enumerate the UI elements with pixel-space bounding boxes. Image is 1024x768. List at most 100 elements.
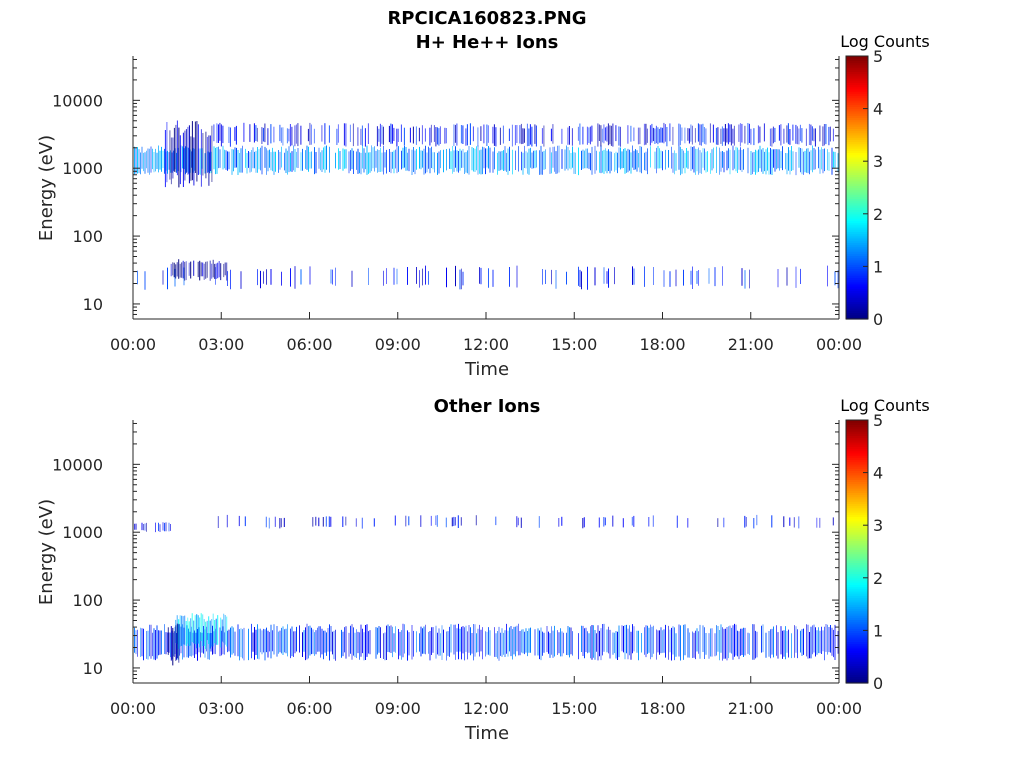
spectrogram-band xyxy=(167,623,180,666)
colorbar-segment xyxy=(846,608,868,612)
colorbar-segment xyxy=(846,163,868,167)
panel-title: Other Ions xyxy=(434,396,541,417)
colorbar-segment xyxy=(846,145,868,149)
colorbar-segment xyxy=(846,437,868,441)
colorbar-segment xyxy=(846,222,868,226)
colorbar-segment xyxy=(846,95,868,99)
colorbar-segment xyxy=(846,130,868,134)
colorbar-segment xyxy=(846,588,868,592)
colorbar-segment xyxy=(846,586,868,590)
colorbar-segment xyxy=(846,64,868,68)
colorbar-segment xyxy=(846,505,868,509)
colorbar-segment xyxy=(846,632,868,636)
colorbar-segment xyxy=(846,148,868,151)
spectrogram-band xyxy=(170,259,228,281)
colorbar-segment xyxy=(846,536,868,539)
colorbar-segment xyxy=(846,196,868,200)
colorbar-segment xyxy=(846,115,868,118)
colorbar-segment xyxy=(846,564,868,568)
colorbar-segment xyxy=(846,283,868,287)
colorbar-segment xyxy=(846,676,868,680)
colorbar-segment xyxy=(846,169,868,173)
x-tick-label: 00:00 xyxy=(816,699,862,718)
colorbar-frame xyxy=(845,419,869,684)
colorbar-segment xyxy=(846,483,868,487)
colorbar-tick-label: 4 xyxy=(873,100,883,119)
colorbar-segment xyxy=(846,299,868,303)
spectrogram-band xyxy=(132,265,839,290)
colorbar-segment xyxy=(846,426,868,430)
spectrogram-area xyxy=(132,120,839,290)
colorbar-segment xyxy=(846,645,868,649)
colorbar-segment xyxy=(846,470,868,474)
colorbar-segment xyxy=(846,509,868,513)
colorbar-segment xyxy=(846,316,868,320)
colorbar-segment xyxy=(846,450,868,454)
colorbar-segment xyxy=(846,507,868,511)
colorbar-segment xyxy=(846,226,868,230)
colorbar-segment xyxy=(846,485,868,489)
colorbar-segment xyxy=(846,288,868,292)
colorbar-segment xyxy=(846,134,868,138)
colorbar-segment xyxy=(846,297,868,300)
y-tick-label: 100 xyxy=(72,227,103,246)
colorbar-segment xyxy=(846,430,868,434)
colorbar-segment xyxy=(846,154,868,158)
colorbar-segment xyxy=(846,650,868,653)
colorbar-tick-label: 4 xyxy=(873,464,883,483)
colorbar-segment xyxy=(846,569,868,572)
colorbar-segment xyxy=(846,141,868,145)
colorbar-segment xyxy=(846,97,868,101)
colorbar-segment xyxy=(846,428,868,432)
colorbar-segment xyxy=(846,636,868,640)
colorbar-segment xyxy=(846,512,868,515)
colorbar-segment xyxy=(846,599,868,603)
colorbar-segment xyxy=(846,308,868,311)
x-axis-label: Time xyxy=(464,359,509,380)
colorbar-segment xyxy=(846,492,868,496)
colorbar-segment xyxy=(846,102,868,105)
colorbar-segment xyxy=(846,549,868,553)
colorbar-segment xyxy=(846,527,868,531)
colorbar-segment xyxy=(846,479,868,482)
colorbar-segment xyxy=(846,73,868,77)
colorbar-segment xyxy=(846,191,868,195)
colorbar-segment xyxy=(846,314,868,318)
colorbar-segment xyxy=(846,108,868,112)
colorbar-segment xyxy=(846,571,868,575)
colorbar-segment xyxy=(846,531,868,535)
y-tick-label: 100 xyxy=(72,591,103,610)
colorbar-segment xyxy=(846,84,868,88)
colorbar-segment xyxy=(846,654,868,658)
x-tick-label: 12:00 xyxy=(463,699,509,718)
colorbar-segment xyxy=(846,93,868,97)
colorbar-segment xyxy=(846,159,868,162)
colorbar-segment xyxy=(846,579,868,583)
colorbar-segment xyxy=(846,202,868,206)
colorbar-segment xyxy=(846,595,868,599)
colorbar-segment xyxy=(846,457,868,461)
colorbar-segment xyxy=(846,558,868,561)
colorbar-segment xyxy=(846,301,868,305)
colorbar-segment xyxy=(846,459,868,463)
colorbar-segment xyxy=(846,213,868,217)
colorbar-segment xyxy=(846,665,868,669)
spectrogram-band xyxy=(132,522,171,533)
colorbar-segment xyxy=(846,466,868,469)
colorbar-segment xyxy=(846,674,868,678)
colorbar-segment xyxy=(846,110,868,114)
colorbar-segment xyxy=(846,305,868,309)
colorbar-segment xyxy=(846,99,868,103)
colorbar-segment xyxy=(846,487,868,491)
colorbar-segment xyxy=(846,251,868,254)
axes: 10 100 1000 10000 00:00 03:00 06:00 09:00 12:00 1… xyxy=(52,56,862,354)
x-tick-label: 21:00 xyxy=(728,335,774,354)
x-tick-label: 18:00 xyxy=(639,699,685,718)
colorbar-segment xyxy=(846,628,868,631)
colorbar-segment xyxy=(846,604,868,607)
colorbar-segment xyxy=(846,132,868,136)
colorbar-segment xyxy=(846,455,868,458)
colorbar-segment xyxy=(846,161,868,164)
axes: 10 100 1000 10000 00:00 03:00 06:00 09:00 12:00 1… xyxy=(52,420,862,718)
x-tick-label: 09:00 xyxy=(375,699,421,718)
